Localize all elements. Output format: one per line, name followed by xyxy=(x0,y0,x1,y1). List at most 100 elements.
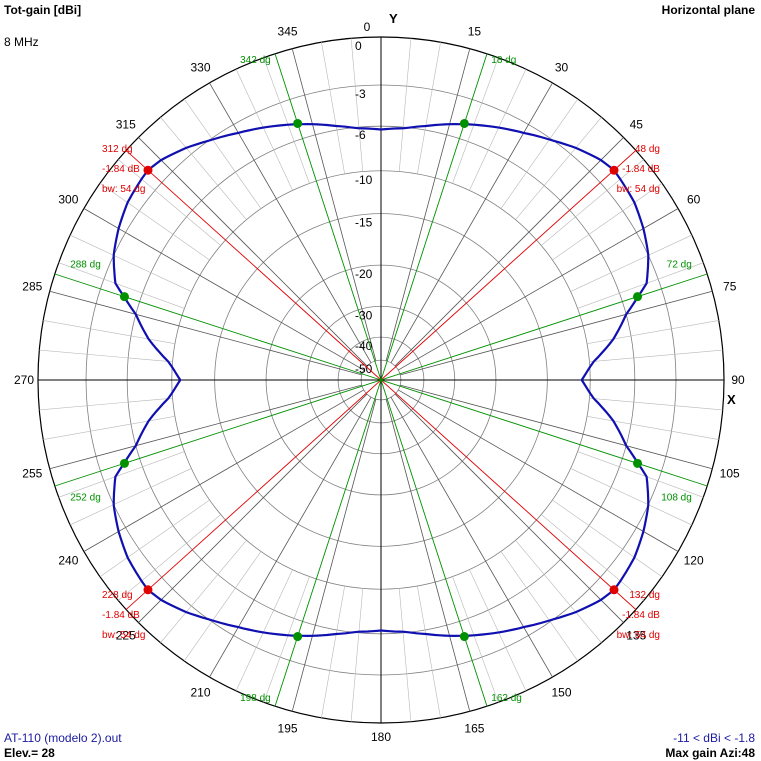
grid-spoke-minor xyxy=(184,98,262,209)
grid-spoke-minor xyxy=(398,38,412,172)
grid-spoke-minor xyxy=(417,585,441,718)
grid-spoke-minor xyxy=(500,98,578,209)
grid-spoke-minor xyxy=(350,38,364,172)
radial-tick-label: 0 xyxy=(355,39,362,53)
grid-spoke-minor xyxy=(577,451,704,498)
radial-tick-label: -20 xyxy=(355,267,373,281)
grid-spoke-minor xyxy=(500,551,578,662)
green-marker-line xyxy=(380,53,488,381)
green-marker-label: 162 dg xyxy=(491,693,522,704)
grid-spoke-minor xyxy=(263,576,310,703)
grid-spoke-major xyxy=(291,48,377,361)
red-marker-dot xyxy=(143,585,153,595)
green-marker-label: 288 dg xyxy=(70,260,101,271)
angle-tick-label: 105 xyxy=(720,466,740,480)
angle-tick-label: 285 xyxy=(22,280,42,294)
elevation-label: Elev.= 28 xyxy=(4,746,55,760)
y-axis-letter: Y xyxy=(389,11,398,26)
grid-spoke-minor xyxy=(570,468,692,526)
green-marker-dot xyxy=(459,632,469,642)
file-name: AT-110 (modelo 2).out xyxy=(4,731,122,745)
red-marker-label: 312 dg xyxy=(102,144,133,155)
green-marker-line xyxy=(380,379,488,707)
green-marker-line xyxy=(54,379,382,487)
green-marker-dot xyxy=(293,118,303,128)
green-marker-label: 342 dg xyxy=(240,55,271,66)
red-marker-label: -1.84 dB xyxy=(102,610,140,621)
angle-tick-label: 300 xyxy=(58,193,78,207)
grid-spoke-minor xyxy=(160,117,247,220)
grid-spoke-minor xyxy=(70,468,192,526)
grid-spoke-minor xyxy=(577,262,704,309)
grid-spoke-major xyxy=(390,397,553,678)
grid-spoke-minor xyxy=(350,588,364,722)
grid-spoke-minor xyxy=(541,514,644,601)
grid-spoke-minor xyxy=(39,397,173,411)
grid-spoke-major xyxy=(385,48,471,361)
angle-tick-label: 45 xyxy=(630,118,644,132)
grid-spoke-minor xyxy=(417,42,441,175)
red-marker-label: bw: 54 dg xyxy=(617,630,660,641)
angle-tick-label: 210 xyxy=(190,686,210,700)
angle-tick-label: 15 xyxy=(468,24,482,38)
green-marker-dot xyxy=(293,632,303,642)
green-marker-dot xyxy=(459,118,469,128)
red-marker-dot xyxy=(609,165,619,175)
plane-label: Horizontal plane xyxy=(661,3,755,17)
grid-spoke-minor xyxy=(184,551,262,662)
green-marker-dot xyxy=(633,458,643,468)
angle-tick-label: 225 xyxy=(116,628,136,642)
grid-spoke-minor xyxy=(118,514,221,601)
grid-spoke-minor xyxy=(235,569,293,691)
angle-tick-label: 315 xyxy=(116,118,136,132)
green-marker-dot xyxy=(119,292,129,302)
red-marker-dot xyxy=(143,165,153,175)
grid-spoke-minor xyxy=(70,234,192,292)
green-marker-dot xyxy=(633,292,643,302)
radial-tick-label: -10 xyxy=(355,173,373,187)
grid-spoke-minor xyxy=(43,416,176,440)
angle-tick-label: 195 xyxy=(278,722,298,736)
angle-tick-label: 135 xyxy=(626,628,646,642)
grid-spoke-minor xyxy=(452,576,499,703)
grid-spoke-major xyxy=(394,137,624,367)
grid-spoke-major xyxy=(83,208,364,371)
gain-pattern-curve xyxy=(112,122,650,638)
red-marker-label: -1.84 dB xyxy=(622,610,660,621)
grid-spoke-minor xyxy=(321,585,345,718)
grid-spoke-minor xyxy=(586,320,719,344)
chart-title: Tot-gain [dBi] xyxy=(4,3,82,17)
green-marker-label: 18 dg xyxy=(491,55,516,66)
green-marker-line xyxy=(380,273,708,381)
green-marker-label: 108 dg xyxy=(661,492,692,503)
red-marker-label: 48 dg xyxy=(635,144,660,155)
x-axis-letter: X xyxy=(727,392,736,407)
red-marker-label: bw: 54 dg xyxy=(102,630,145,641)
green-marker-line xyxy=(274,53,382,381)
grid-spoke-minor xyxy=(589,397,723,411)
radial-tick-label: -15 xyxy=(355,216,373,230)
green-marker-dot xyxy=(119,458,129,468)
green-marker-label: 72 dg xyxy=(667,260,692,271)
gain-range: -11 < dBi < -1.8 xyxy=(673,731,755,745)
grid-spoke-minor xyxy=(58,451,185,498)
grid-spoke-minor xyxy=(452,57,499,184)
angle-tick-label: 75 xyxy=(723,280,737,294)
radial-tick-label: -30 xyxy=(355,308,373,322)
grid-spoke-major xyxy=(400,384,713,470)
grid-spoke-minor xyxy=(541,159,644,246)
grid-spoke-minor xyxy=(235,69,293,191)
angle-tick-label: 120 xyxy=(684,554,704,568)
grid-spoke-minor xyxy=(263,57,310,184)
angle-tick-label: 345 xyxy=(278,24,298,38)
grid-spoke-major xyxy=(138,393,368,623)
angle-tick-label: 330 xyxy=(190,60,210,74)
grid-spoke-major xyxy=(394,393,624,623)
angle-tick-label: 90 xyxy=(731,373,745,387)
angle-tick-label: 240 xyxy=(58,554,78,568)
grid-spoke-minor xyxy=(58,262,185,309)
green-marker-label: 198 dg xyxy=(240,693,271,704)
angle-tick-label: 255 xyxy=(22,466,42,480)
angle-tick-label: 180 xyxy=(371,730,391,744)
